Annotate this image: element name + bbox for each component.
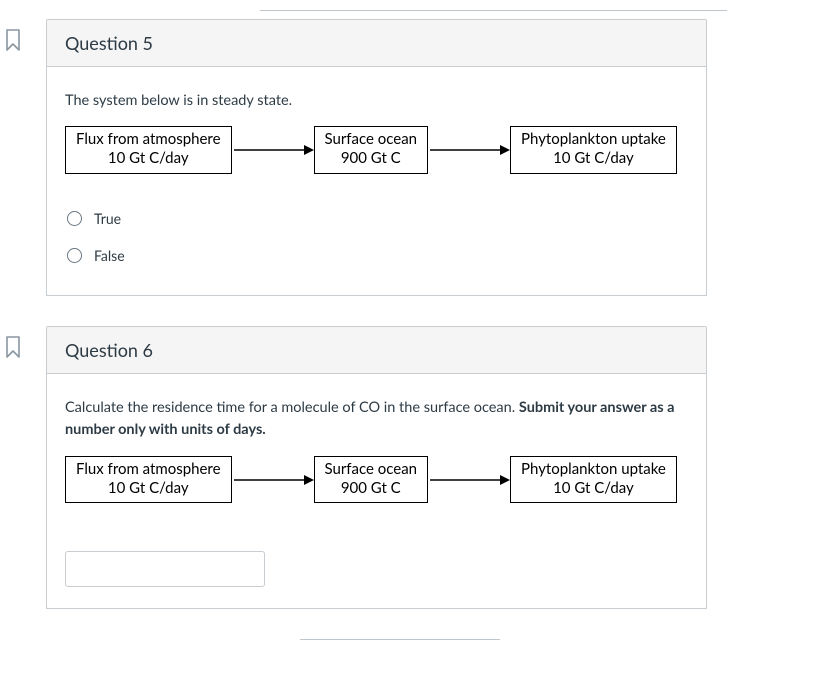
- diagram-node: Surface ocean 900 Gt C: [314, 456, 429, 504]
- diagram-node-value: 900 Gt C: [325, 479, 418, 498]
- question-6-title: Question 6: [65, 339, 153, 361]
- diagram-arrow: [428, 143, 510, 157]
- page-top-divider: [260, 10, 727, 11]
- diagram-node-value: 10 Gt C/day: [521, 479, 666, 498]
- diagram-node: Flux from atmosphere 10 Gt C/day: [65, 126, 232, 174]
- option-label: True: [94, 210, 121, 227]
- question-6-card: Question 6 Calculate the residence time …: [46, 326, 707, 609]
- diagram-node: Flux from atmosphere 10 Gt C/day: [65, 456, 232, 504]
- diagram-node-value: 10 Gt C/day: [521, 149, 666, 168]
- diagram-arrow: [428, 473, 510, 487]
- question-5-card: Question 5 The system below is in steady…: [46, 19, 707, 296]
- diagram-node-label: Flux from atmosphere: [76, 460, 221, 479]
- diagram-arrow: [232, 473, 314, 487]
- diagram-node: Surface ocean 900 Gt C: [314, 126, 429, 174]
- question-6-prompt-text: Calculate the residence time for a molec…: [65, 399, 519, 416]
- question-5-options: True False: [65, 200, 688, 274]
- option-label: False: [94, 247, 125, 264]
- diagram-node-label: Surface ocean: [325, 130, 418, 149]
- diagram-node-label: Flux from atmosphere: [76, 130, 221, 149]
- page-bottom-divider: [300, 639, 500, 640]
- question-5-diagram: Flux from atmosphere 10 Gt C/day Surface…: [65, 126, 688, 174]
- bookmark-icon[interactable]: [4, 29, 22, 51]
- question-5-prompt: The system below is in steady state.: [65, 90, 688, 112]
- question-6-diagram: Flux from atmosphere 10 Gt C/day Surface…: [65, 456, 688, 504]
- diagram-node: Phytoplankton uptake 10 Gt C/day: [510, 126, 677, 174]
- diagram-arrow: [232, 143, 314, 157]
- option-true[interactable]: True: [65, 200, 688, 237]
- diagram-node-value: 900 Gt C: [325, 149, 418, 168]
- option-false[interactable]: False: [65, 237, 688, 274]
- radio-icon: [67, 211, 82, 226]
- radio-icon: [67, 248, 82, 263]
- diagram-node-label: Phytoplankton uptake: [521, 130, 666, 149]
- diagram-node-value: 10 Gt C/day: [76, 149, 221, 168]
- answer-input[interactable]: [65, 551, 265, 587]
- diagram-node-label: Phytoplankton uptake: [521, 460, 666, 479]
- diagram-node-label: Surface ocean: [325, 460, 418, 479]
- question-6-header: Question 6: [47, 327, 706, 374]
- bookmark-icon[interactable]: [4, 336, 22, 358]
- question-6-prompt: Calculate the residence time for a molec…: [65, 397, 688, 442]
- diagram-node-value: 10 Gt C/day: [76, 479, 221, 498]
- question-5-header: Question 5: [47, 20, 706, 67]
- diagram-node: Phytoplankton uptake 10 Gt C/day: [510, 456, 677, 504]
- question-5-title: Question 5: [65, 32, 153, 54]
